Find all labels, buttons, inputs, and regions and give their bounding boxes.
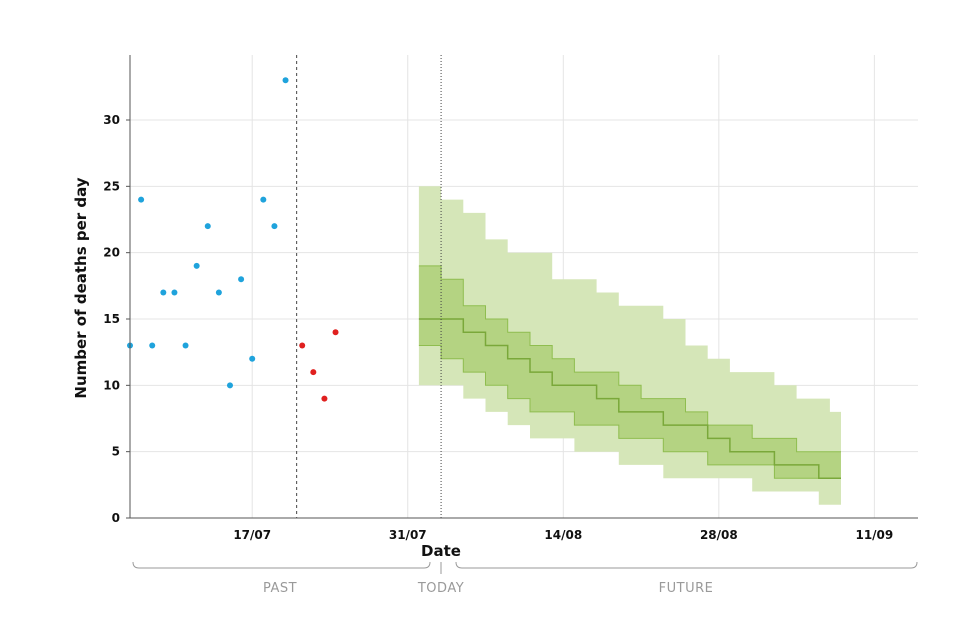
y-axis-title: Number of deaths per day: [72, 177, 90, 398]
y-tick-label: 0: [112, 511, 120, 525]
observed-point: [149, 342, 156, 349]
past-brace: [132, 561, 431, 569]
x-tick-label: 31/07: [389, 528, 427, 542]
period-annotations: PAST TODAY FUTURE: [132, 561, 918, 596]
observed-point: [138, 196, 145, 203]
y-tick-label: 25: [103, 179, 120, 193]
data-points: [127, 77, 339, 402]
observed-point: [226, 382, 233, 389]
observed-point: [260, 196, 267, 203]
x-tick-label: 14/08: [544, 528, 582, 542]
y-tick-label: 10: [103, 378, 120, 392]
observed-point: [171, 289, 178, 296]
future-label: FUTURE: [659, 581, 714, 596]
recent-point: [321, 395, 328, 402]
median-line: [418, 318, 841, 479]
observed-point: [160, 289, 167, 296]
today-label: TODAY: [417, 581, 464, 596]
forecast-bands: [418, 186, 841, 505]
reference-lines: [296, 55, 442, 518]
axes: 0 5 10 15 20 25 30 17/07 31/07 14/08 28/08 11/09: [103, 55, 918, 542]
observed-point: [238, 276, 245, 283]
future-brace: [455, 561, 918, 569]
x-axis-title: Date: [421, 542, 461, 560]
recent-point: [310, 369, 317, 376]
y-tick-label: 5: [112, 445, 120, 459]
x-tick-label: 28/08: [700, 528, 738, 542]
x-tick-label: 17/07: [233, 528, 271, 542]
y-tick-label: 15: [103, 312, 120, 326]
inner-upper-line: [418, 265, 841, 453]
x-tick-label: 11/09: [855, 528, 893, 542]
past-label: PAST: [263, 581, 297, 596]
recent-point: [332, 329, 339, 336]
y-tick-label: 30: [103, 113, 120, 127]
recent-point: [299, 342, 306, 349]
observed-point: [204, 223, 211, 230]
observed-point: [249, 355, 256, 362]
observed-point: [271, 223, 278, 230]
observed-point: [182, 342, 189, 349]
observed-point: [193, 262, 200, 269]
y-tick-label: 20: [103, 246, 120, 260]
observed-point: [215, 289, 222, 296]
observed-point: [282, 77, 289, 84]
